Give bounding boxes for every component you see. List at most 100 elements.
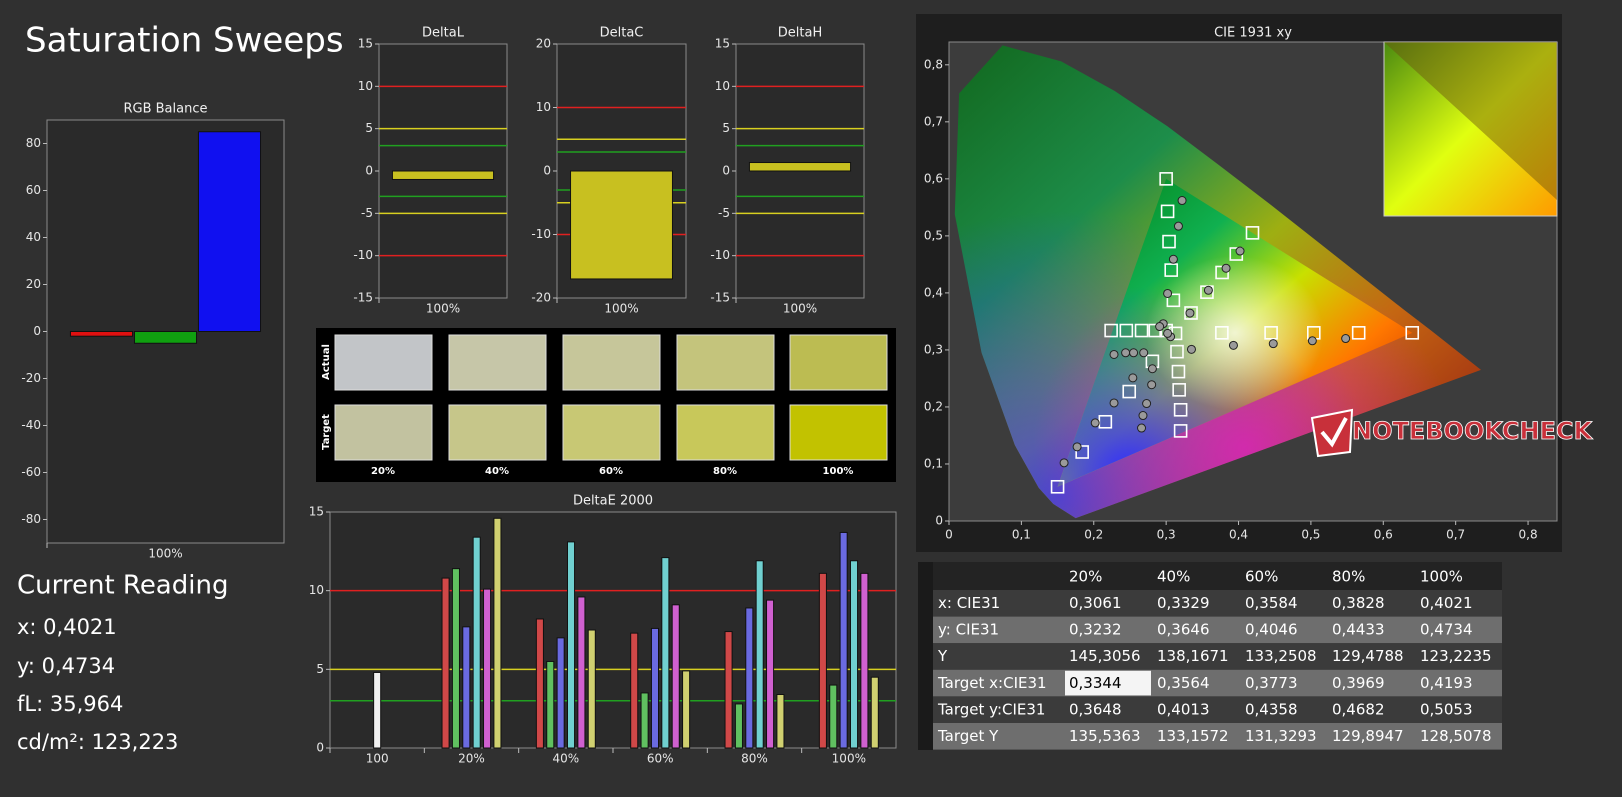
y-tick-label: 10	[536, 100, 551, 114]
y-tick-label: -5	[718, 206, 730, 220]
x-tick-label: 0,6	[1374, 528, 1393, 542]
table-row-bg	[933, 669, 1502, 697]
bar	[556, 637, 565, 749]
bar	[640, 692, 649, 749]
measured-point	[1163, 288, 1173, 298]
y-tick-label: -60	[21, 465, 41, 479]
swatch-target	[562, 404, 661, 461]
y-tick-label: 0,5	[924, 228, 943, 242]
measured-point	[1128, 373, 1138, 383]
row-label: Target	[321, 414, 332, 450]
bar	[133, 331, 198, 344]
x-tick-label: 80%	[741, 752, 768, 766]
table-header: 100%	[1420, 568, 1463, 586]
measured-point	[1138, 411, 1148, 421]
watermark-text: NOTEBOOKCHECK	[1352, 417, 1594, 445]
y-tick-label: 15	[358, 37, 373, 51]
y-tick-label: -5	[361, 206, 373, 220]
y-tick-label: -80	[21, 512, 41, 526]
y-tick-label: -10	[710, 248, 730, 262]
target-point	[1166, 293, 1181, 308]
swatch-label: 60%	[599, 466, 623, 477]
bar	[776, 694, 785, 749]
swatch-actual	[676, 334, 775, 391]
y-tick-label: 15	[715, 37, 730, 51]
selected-cell	[1065, 670, 1151, 696]
measured-point	[1203, 285, 1213, 295]
y-tick-label: 20	[536, 37, 551, 51]
target-point	[1050, 479, 1065, 494]
table-left-strip	[918, 562, 933, 750]
y-tick-label: -20	[21, 371, 41, 385]
y-tick-label: -15	[710, 291, 730, 305]
bar	[755, 560, 764, 749]
chart-title: RGB Balance	[123, 102, 207, 117]
measured-point	[1121, 348, 1131, 358]
target-point	[1075, 445, 1089, 459]
table-row-label: Target x:CIE31	[937, 674, 1047, 692]
bar	[441, 577, 450, 749]
table-row-label: Y	[937, 647, 948, 665]
bar	[661, 557, 670, 749]
table-cell: 0,3773	[1245, 674, 1298, 692]
measured-point	[1221, 263, 1231, 273]
swatch-label: 20%	[371, 466, 395, 477]
table-cell: 0,3564	[1157, 674, 1210, 692]
swatch-target	[676, 404, 775, 461]
measured-point	[1109, 349, 1119, 359]
bar	[671, 604, 680, 749]
y-tick-label: 15	[309, 505, 324, 519]
x-tick-label: 40%	[552, 752, 579, 766]
swatch-target	[789, 404, 888, 461]
y-tick-label: 0,4	[924, 285, 943, 299]
table-header: 40%	[1157, 568, 1190, 586]
y-tick-label: 5	[722, 121, 730, 135]
target-point	[1184, 306, 1198, 320]
bar	[197, 131, 262, 332]
table-row-label: Target Y	[937, 727, 999, 745]
target-point	[1351, 326, 1366, 340]
table-row-label: Target y:CIE31	[937, 700, 1045, 718]
measured-point	[1142, 399, 1152, 409]
target-point	[1164, 263, 1179, 277]
y-tick-label: -10	[531, 227, 551, 241]
y-tick-label: 10	[309, 583, 324, 597]
measured-point	[1228, 340, 1238, 350]
bar	[462, 626, 471, 749]
bar	[472, 536, 481, 749]
x-tick-label: 0,3	[1157, 528, 1176, 542]
measured-point	[1186, 344, 1196, 354]
table-cell: 133,1572	[1157, 727, 1229, 745]
y-tick-label: 0	[365, 164, 373, 178]
bar	[630, 632, 639, 749]
y-tick-label: 0,7	[924, 114, 943, 128]
inset-zoom	[1383, 41, 1558, 217]
y-tick-label: 5	[316, 662, 324, 676]
table-cell: 0,3232	[1069, 621, 1122, 639]
table-cell: 135,5363	[1069, 727, 1141, 745]
table-cell: 0,3061	[1069, 594, 1122, 612]
measured-point	[1059, 458, 1069, 468]
x-tick-label: 100%	[604, 302, 638, 316]
y-tick-label: 0,2	[924, 399, 943, 413]
y-tick-label: 20	[26, 277, 41, 291]
y-tick-label: 10	[358, 79, 373, 93]
page-title: Saturation Sweeps	[25, 21, 344, 61]
y-tick-label: 0	[33, 324, 41, 338]
bar	[734, 703, 743, 749]
table-row-bg	[933, 723, 1502, 750]
measured-point	[1109, 398, 1119, 408]
y-tick-label: 0	[935, 514, 943, 528]
y-tick-label: 0,1	[924, 456, 943, 470]
target-point	[1173, 424, 1188, 438]
table-cell: 123,2235	[1420, 647, 1492, 665]
inset-shade	[1384, 42, 1557, 200]
x-tick-label: 0,5	[1301, 528, 1320, 542]
table-cell: 0,4046	[1245, 621, 1298, 639]
bar	[650, 627, 660, 749]
measured-point	[1341, 334, 1351, 344]
target-point	[1162, 234, 1176, 249]
swatch-label: 80%	[713, 466, 737, 477]
